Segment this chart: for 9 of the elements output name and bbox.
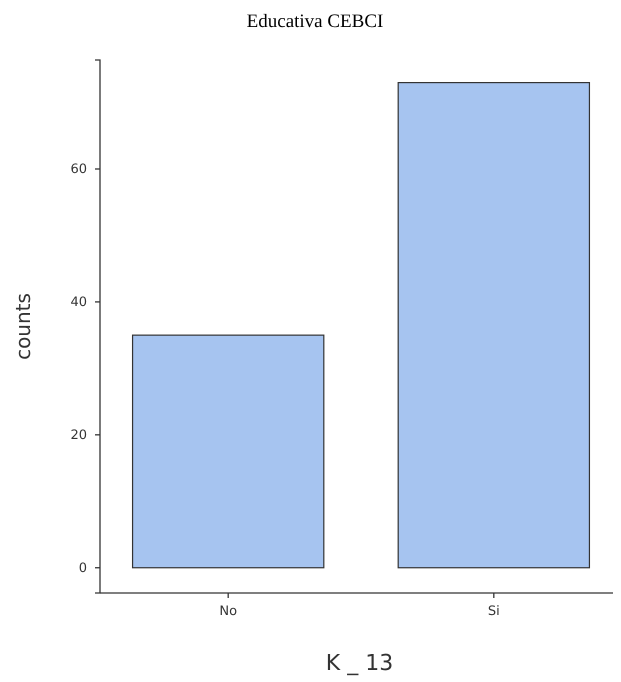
y-axis-title: counts <box>11 293 35 360</box>
y-tick-label: 60 <box>70 162 87 178</box>
x-tick-label: No <box>219 604 238 620</box>
y-tick-label: 40 <box>70 295 87 310</box>
y-tick-label: 20 <box>70 428 87 443</box>
y-tick-label: 0 <box>78 560 87 576</box>
chart-title: Educativa CEBCI <box>246 11 384 32</box>
x-tick-label: Si <box>488 604 500 620</box>
x-axis-title: K _ 13 <box>326 651 394 676</box>
